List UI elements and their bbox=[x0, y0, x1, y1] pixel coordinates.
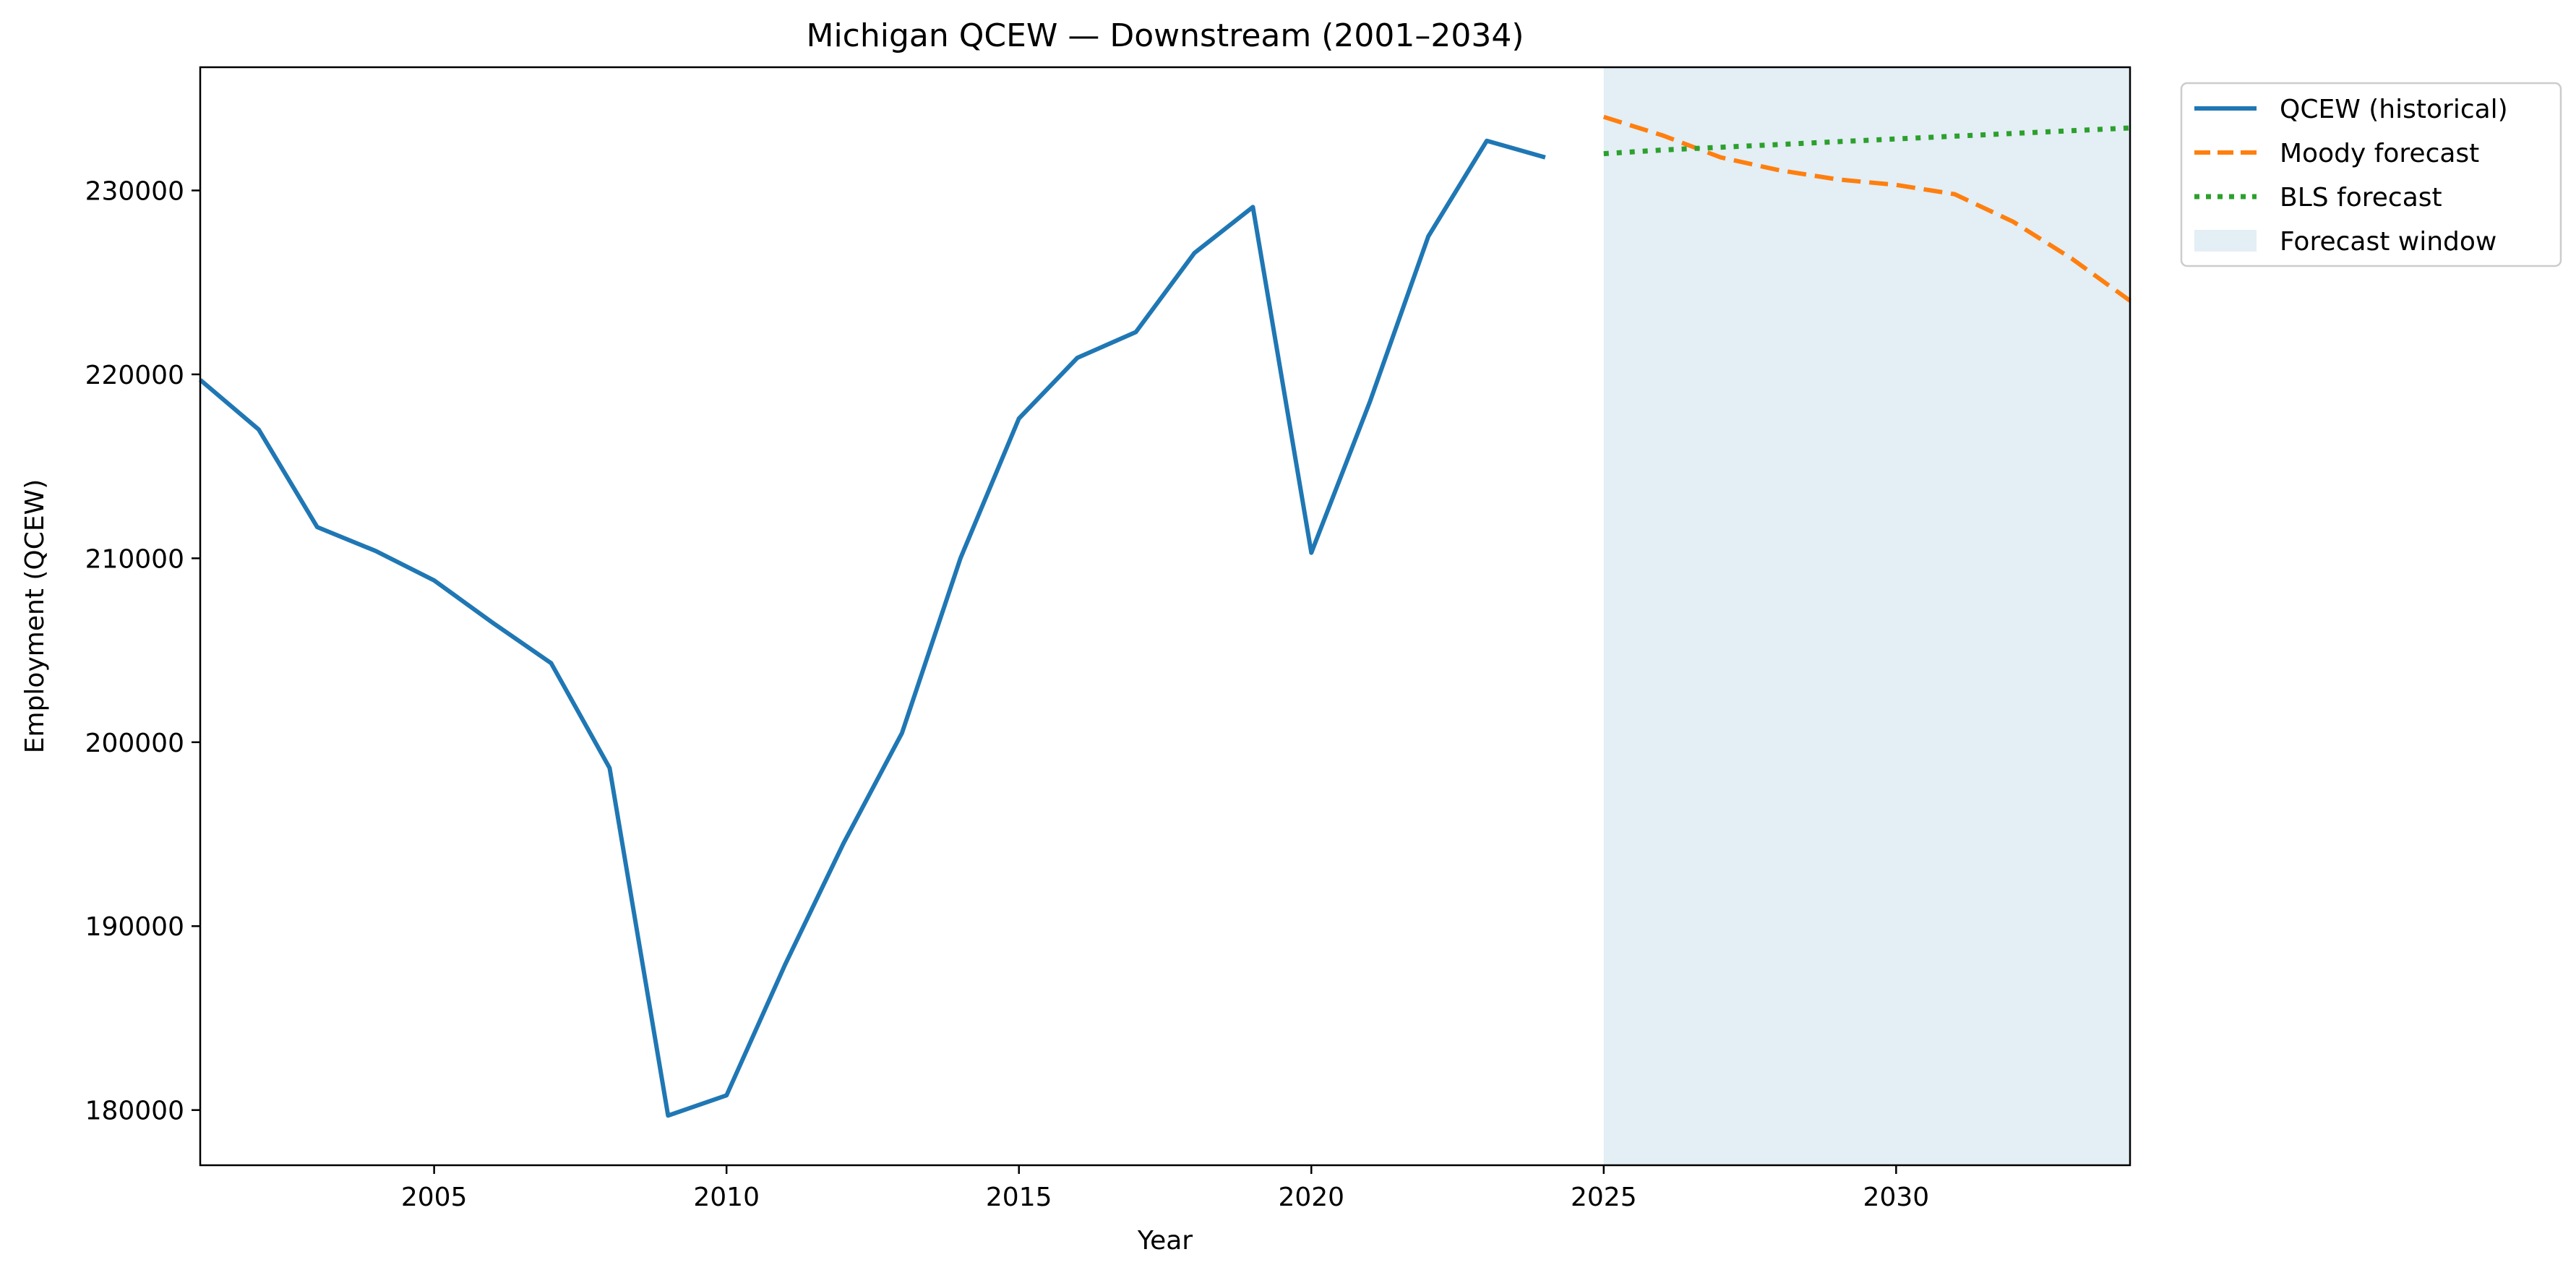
y-axis: 180000 190000 200000 210000 220000 230000 bbox=[85, 176, 200, 1126]
legend-swatch-forecast-window bbox=[2194, 230, 2257, 252]
legend-label-3: BLS forecast bbox=[2280, 183, 2442, 213]
legend-label-1: QCEW (historical) bbox=[2280, 95, 2508, 124]
x-tick-label: 2025 bbox=[1571, 1183, 1637, 1212]
legend: QCEW (historical) Moody forecast BLS forec… bbox=[2180, 82, 2562, 267]
y-tick-label: 190000 bbox=[85, 912, 184, 942]
series-layer bbox=[199, 114, 2131, 1118]
x-tick-label: 2015 bbox=[986, 1183, 1052, 1212]
plot-area-frame bbox=[199, 66, 2131, 1167]
x-tick-label: 2005 bbox=[401, 1183, 468, 1212]
forecast-window-span bbox=[1603, 67, 2130, 1165]
legend-label-2: Moody forecast bbox=[2280, 139, 2479, 168]
series-line-3 bbox=[1603, 125, 2131, 157]
x-axis-label: Year bbox=[1137, 1226, 1193, 1256]
series-line-2 bbox=[1602, 114, 2131, 303]
y-tick-label: 200000 bbox=[85, 729, 184, 758]
y-tick-label: 210000 bbox=[85, 544, 184, 574]
legend-label-4: Forecast window bbox=[2280, 227, 2496, 257]
legend-box bbox=[2180, 82, 2562, 267]
x-tick-label: 2020 bbox=[1278, 1183, 1344, 1212]
x-axis: 2005 2010 2015 2020 2025 2030 bbox=[401, 1165, 1929, 1212]
y-tick-label: 180000 bbox=[85, 1097, 184, 1126]
series-line-1 bbox=[199, 138, 1546, 1118]
y-tick-label: 220000 bbox=[85, 361, 184, 390]
chart-title: Michigan QCEW — Downstream (2001–2034) bbox=[806, 17, 1524, 54]
y-axis-label: Employment (QCEW) bbox=[20, 479, 50, 754]
x-tick-label: 2030 bbox=[1863, 1183, 1930, 1212]
y-tick-label: 230000 bbox=[85, 176, 184, 206]
x-tick-label: 2010 bbox=[693, 1183, 760, 1212]
